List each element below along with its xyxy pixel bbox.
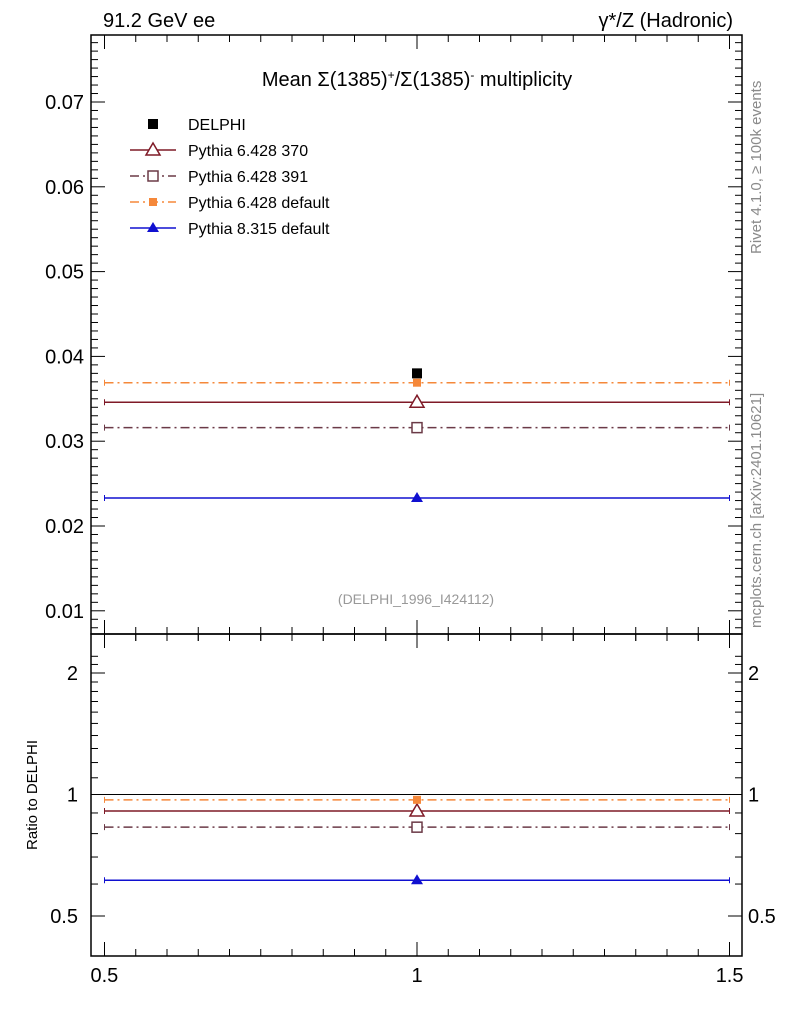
ratio-point bbox=[411, 821, 423, 833]
ratio-series bbox=[104, 795, 730, 885]
x-tick-label: 0.5 bbox=[91, 965, 119, 987]
legend-marker bbox=[148, 119, 158, 129]
analysis-label: (DELPHI_1996_I424112) bbox=[338, 591, 494, 607]
legend-label: Pythia 8.315 default bbox=[188, 221, 330, 238]
chart-title: Mean Σ(1385)+/Σ(1385)- multiplicity bbox=[262, 68, 572, 91]
main-series bbox=[104, 368, 730, 503]
mcplots-label: mcplots.cern.ch [arXiv:2401.10621] bbox=[748, 393, 765, 628]
ratio-tick-label-right: 2 bbox=[748, 663, 759, 685]
data-point bbox=[413, 378, 421, 387]
ratio-tick-label-right: 1 bbox=[748, 785, 759, 807]
legend-marker bbox=[147, 170, 159, 182]
ratio-tick-label-left: 0.5 bbox=[50, 906, 78, 928]
rivet-label: Rivet 4.1.0, ≥ 100k events bbox=[748, 81, 765, 254]
legend-label: Pythia 6.428 391 bbox=[188, 169, 308, 186]
legend-marker bbox=[149, 198, 157, 206]
data-point bbox=[412, 368, 422, 379]
data-point bbox=[408, 393, 426, 408]
legend-marker bbox=[144, 141, 162, 156]
y-tick-label: 0.07 bbox=[45, 92, 84, 114]
ratio-tick-label-left: 2 bbox=[67, 663, 78, 685]
y-tick-label: 0.05 bbox=[45, 262, 84, 284]
y-tick-label: 0.02 bbox=[45, 516, 84, 538]
ratio-point bbox=[411, 874, 423, 885]
ratio-point bbox=[408, 802, 426, 817]
ratio-ylabel: Ratio to DELPHI bbox=[24, 740, 41, 850]
data-point bbox=[411, 421, 423, 434]
x-axis-ticks: 0.5 1 1.5 bbox=[91, 35, 744, 987]
y-tick-label: 0.06 bbox=[45, 177, 84, 199]
header-right: γ*/Z (Hadronic) bbox=[599, 10, 733, 32]
y-tick-label: 0.01 bbox=[45, 601, 84, 623]
legend: DELPHI Pythia 6.428 370 Pythia 6.428 391 Py… bbox=[130, 117, 330, 238]
y-axis-ticks: 0.01 0.02 0.03 0.04 0.05 0.06 0.07 bbox=[45, 42, 742, 629]
header-left: 91.2 GeV ee bbox=[103, 10, 215, 32]
ratio-axis-ticks: 0.5 0.5 1 1 2 2 bbox=[50, 655, 776, 928]
x-tick-label: 1 bbox=[411, 965, 422, 987]
ratio-tick-label-left: 1 bbox=[67, 785, 78, 807]
legend-label: Pythia 6.428 370 bbox=[188, 143, 308, 160]
ratio-point bbox=[413, 795, 421, 804]
legend-label: Pythia 6.428 default bbox=[188, 195, 330, 212]
legend-marker bbox=[147, 222, 159, 232]
y-tick-label: 0.04 bbox=[45, 346, 84, 368]
data-point bbox=[411, 492, 423, 503]
legend-label: DELPHI bbox=[188, 117, 246, 134]
ratio-tick-label-right: 0.5 bbox=[748, 906, 776, 928]
y-tick-label: 0.03 bbox=[45, 431, 84, 453]
x-tick-label: 1.5 bbox=[716, 965, 744, 987]
